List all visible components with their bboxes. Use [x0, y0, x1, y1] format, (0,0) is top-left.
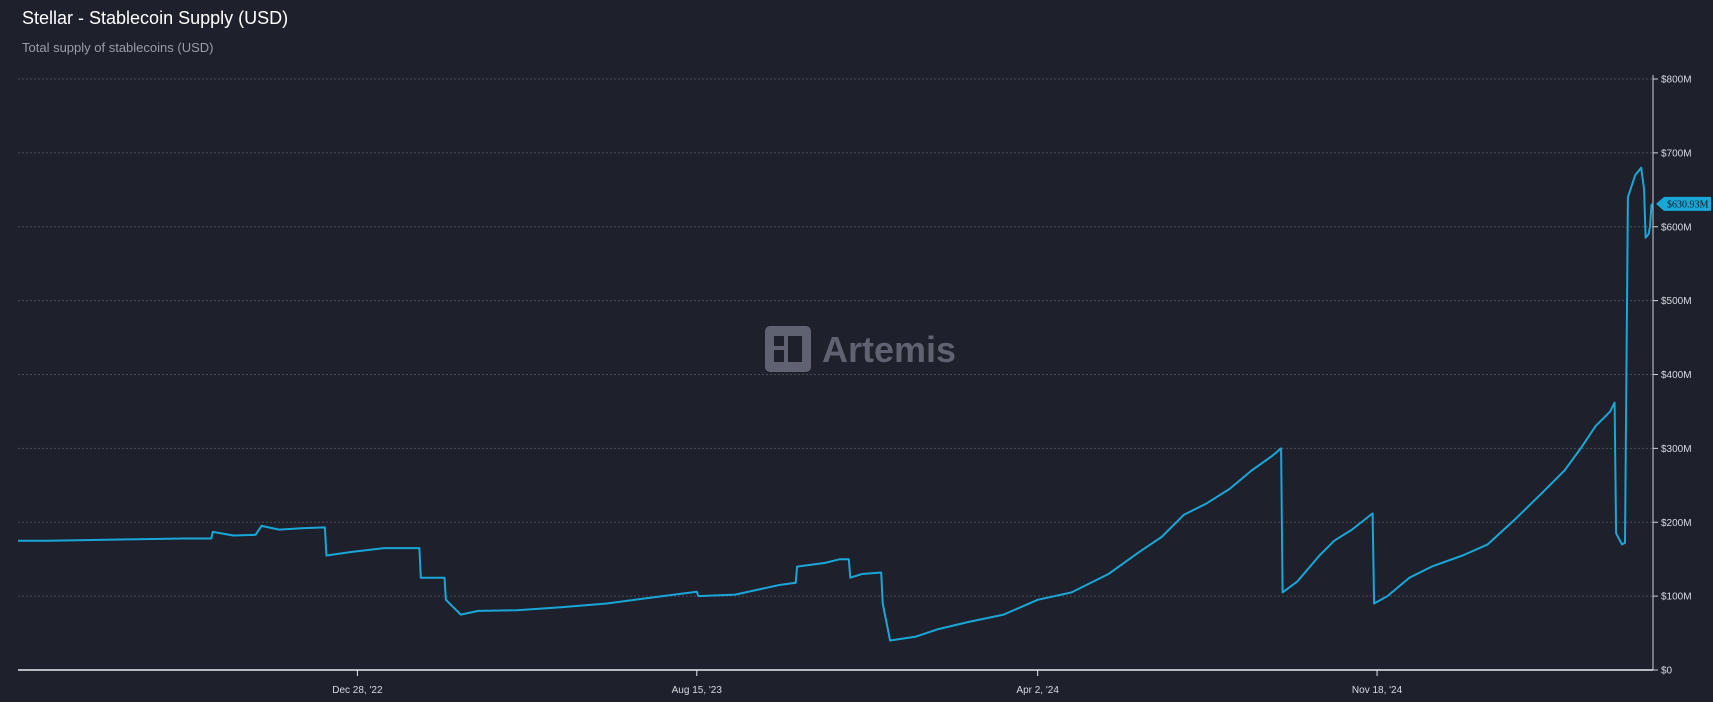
chart-title: Stellar - Stablecoin Supply (USD): [22, 8, 289, 28]
last-value-label: $630.93M: [1667, 199, 1709, 210]
y-tick-label: $700M: [1661, 148, 1692, 159]
y-tick-label: $600M: [1661, 222, 1692, 233]
y-tick-label: $300M: [1661, 444, 1692, 455]
x-tick-label: Aug 15, '23: [672, 685, 723, 696]
y-tick-label: $500M: [1661, 296, 1692, 307]
gridlines: [18, 78, 1653, 597]
y-axis: $0 $100M $200M $300M $400M $500M $600M $700M $80…: [1652, 75, 1692, 677]
last-value-marker: $630.93M: [1656, 196, 1711, 211]
y-tick-label: $100M: [1661, 592, 1692, 603]
series-line: [18, 166, 1654, 642]
watermark-text: Artemis: [822, 329, 956, 370]
x-tick-label: Apr 2, '24: [1016, 685, 1059, 696]
y-tick-label: $0: [1661, 666, 1673, 677]
chart-subtitle: Total supply of stablecoins (USD): [22, 40, 214, 55]
x-tick-label: Dec 28, '22: [332, 685, 383, 696]
x-tick-label: Nov 18, '24: [1352, 685, 1403, 696]
last-value-badge: [1656, 196, 1711, 211]
artemis-watermark: Artemis: [765, 326, 956, 372]
y-tick-label: $400M: [1661, 370, 1692, 381]
y-tick-label: $800M: [1661, 75, 1692, 86]
y-tick-label: $200M: [1661, 518, 1692, 529]
x-axis: Dec 28, '22 Aug 15, '23 Apr 2, '24 Nov 18, …: [18, 669, 1653, 696]
